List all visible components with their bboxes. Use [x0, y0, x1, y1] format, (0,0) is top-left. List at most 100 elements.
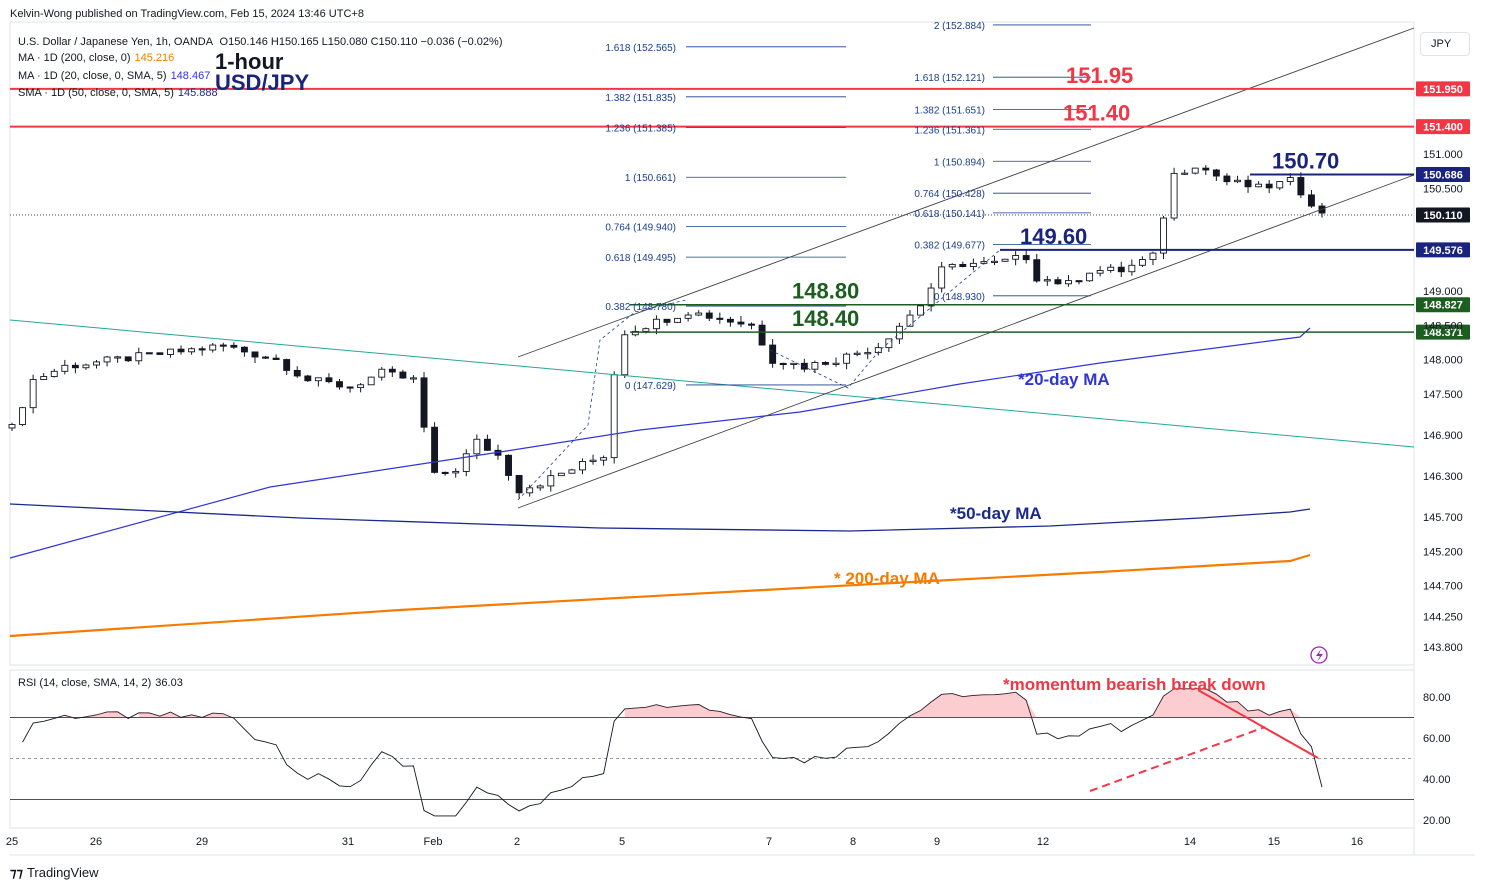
candle-body [30, 380, 36, 408]
candle-body [453, 471, 459, 472]
candle-body [315, 378, 321, 381]
candle-body [918, 306, 924, 315]
price-tick: 149.000 [1423, 286, 1463, 298]
candle-body [358, 385, 364, 388]
level-label-150.70: 150.70 [1272, 149, 1339, 174]
candle-body [970, 263, 976, 266]
candle-body [1087, 273, 1093, 281]
candle-body [1192, 168, 1198, 173]
rsi-ob-fill [678, 705, 689, 717]
rsi-ob-fill [995, 694, 1006, 718]
rsi-ob-fill [963, 695, 974, 717]
candle-body [822, 362, 828, 364]
fib-label-b: 0 (148.930) [934, 292, 985, 303]
candle-body [590, 460, 596, 461]
rsi-ob-fill [952, 694, 963, 718]
time-tick: 25 [6, 836, 18, 848]
candle-body [305, 376, 311, 381]
candle-body [865, 353, 871, 354]
candle-body [1298, 178, 1304, 195]
candle-body [780, 363, 786, 364]
candle-body [1256, 184, 1262, 187]
candle-body [696, 313, 702, 315]
candle-body [1108, 267, 1114, 270]
candle-body [664, 319, 670, 322]
rsi-ob-fill [202, 713, 213, 717]
sma50-value: 145.888 [178, 87, 218, 99]
candle-body [1245, 180, 1251, 187]
candle-body [220, 345, 226, 346]
rsi-ob-fill [720, 711, 731, 717]
time-tick: 5 [619, 836, 625, 848]
symbol-name: U.S. Dollar / Japanese Yen, 1h, OANDA [18, 36, 212, 48]
candle-body [241, 347, 247, 352]
rsi-uptrend-broken [1090, 727, 1265, 791]
candle-body [506, 455, 512, 475]
candle-body [1118, 267, 1124, 272]
rsi-ob-fill [635, 707, 646, 717]
candle-body [1266, 184, 1272, 188]
fib-label-a: 0.764 (149.940) [605, 223, 676, 234]
candle-body [1234, 180, 1240, 181]
candle-body [20, 408, 26, 425]
candle-body [569, 470, 575, 473]
candle-body [548, 476, 554, 486]
candle-body [83, 365, 89, 368]
rsi-ob-fill [921, 702, 932, 718]
candle-body [960, 264, 966, 266]
rsi-downtrend [1198, 690, 1318, 758]
candle-body [199, 349, 205, 350]
candle-body [115, 357, 121, 358]
rsi-ob-fill [709, 710, 720, 717]
rsi-ob-fill [181, 715, 192, 718]
rsi-value: 36.03 [155, 677, 183, 689]
candle-body [41, 377, 47, 380]
price-tick: 147.500 [1423, 389, 1463, 401]
time-tick: 8 [850, 836, 856, 848]
price-tick: 146.900 [1423, 430, 1463, 442]
level-label-148.40: 148.40 [792, 306, 859, 331]
candle-body [1308, 195, 1314, 206]
candle-body [1213, 170, 1219, 176]
candle-body [653, 319, 659, 328]
rsi-ob-fill [984, 695, 995, 718]
currency-button[interactable]: JPY [1420, 32, 1470, 56]
level-label-149.60: 149.60 [1020, 224, 1087, 249]
candle-body [759, 325, 765, 345]
ma20-label: MA · 1D (20, close, 0, SMA, 5) [18, 70, 167, 82]
candle-body [104, 357, 110, 362]
time-tick: Feb [424, 836, 443, 848]
candle-body [284, 360, 290, 371]
price-tick: 148.500 [1423, 320, 1463, 332]
candle-body [442, 472, 448, 473]
ma200-value: 145.216 [135, 52, 175, 64]
ma200-line [10, 555, 1310, 636]
time-tick: 12 [1037, 836, 1049, 848]
candle-body [167, 349, 173, 354]
candle-body [611, 375, 617, 458]
rsi-ob-fill [730, 715, 741, 718]
price-tick: 151.000 [1423, 149, 1463, 161]
fib-label-a: 1.618 (152.565) [605, 43, 676, 54]
fib-label-a: 1.382 (151.835) [605, 93, 676, 104]
candle-body [1129, 265, 1135, 271]
rsi-ob-fill [118, 712, 129, 718]
time-tick: 31 [342, 836, 354, 848]
candle-body [886, 339, 892, 348]
ma-annotation: * 200-day MA [834, 569, 940, 588]
fib-label-b: 0.618 (150.141) [914, 209, 985, 220]
ma-annotation: *50-day MA [950, 504, 1042, 523]
ma20-legend: MA · 1D (20, close, 0, SMA, 5)148.467 [18, 70, 210, 82]
rsi-ob-fill [910, 711, 921, 718]
fib-label-b: 1 (150.894) [934, 157, 985, 168]
ma50-line [10, 504, 1310, 531]
candle-body [1034, 260, 1040, 281]
fib-label-a: 0 (147.629) [625, 381, 676, 392]
rsi-ob-fill [107, 712, 118, 718]
symbol-line: U.S. Dollar / Japanese Yen, 1h, OANDA O1… [18, 36, 502, 48]
price-badge-151.400: 151.400 [1423, 122, 1463, 134]
candle-body [210, 345, 216, 350]
tradingview-logo[interactable]: ⁊⁊TradingView [10, 865, 98, 881]
candle-body [389, 369, 395, 372]
level-label-151.95: 151.95 [1066, 63, 1133, 88]
